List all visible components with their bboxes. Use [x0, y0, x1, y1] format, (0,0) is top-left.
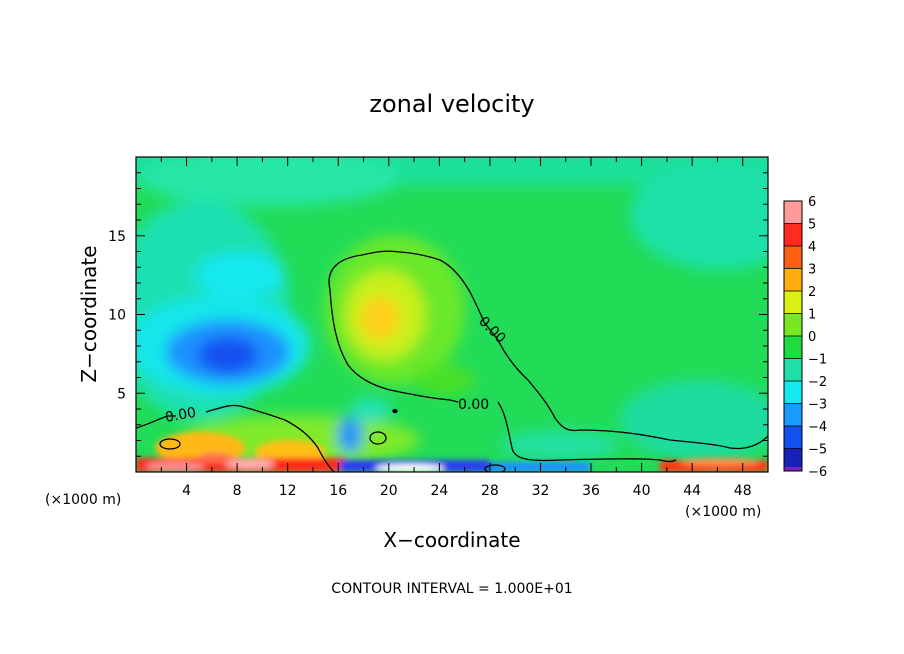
x-tick-label: 24: [430, 483, 448, 499]
x-unit-right: (×1000 m): [685, 504, 761, 520]
y-tick-label: 10: [108, 308, 126, 324]
x-tick-label: 20: [380, 483, 398, 499]
zero-contour-closed-2: [369, 431, 387, 445]
colorbar-label: −5: [808, 443, 827, 458]
colorbar-label: −6: [808, 465, 827, 480]
x-tick-label: 44: [683, 483, 701, 499]
x-tick-label: 16: [329, 483, 347, 499]
x-tick-label: 28: [481, 483, 499, 499]
colorbar-label: 5: [808, 218, 816, 233]
colorbar-label: −4: [808, 420, 827, 435]
velocity-field: [136, 157, 768, 465]
y-axis: 5 10 15: [108, 172, 768, 457]
colorbar-segment: [784, 336, 802, 359]
x-axis: 4 8 12 16 20 24 28 32 36 40 44 48: [160, 157, 752, 499]
x-tick-label: 8: [233, 483, 242, 499]
colorbar: 6 5 4 3 2 1 0 −1 −2 −3 −4 −5 −6: [783, 195, 827, 480]
colorbar-segment: [784, 268, 802, 291]
colorbar-label: 0: [808, 330, 816, 345]
zero-contour-surface: [136, 404, 335, 472]
contour-label-surface: 0.00: [164, 405, 197, 426]
x-tick-label: 40: [633, 483, 651, 499]
colorbar-label: 2: [808, 285, 816, 300]
colorbar-label: 3: [808, 263, 816, 278]
plot-area: [136, 157, 768, 472]
zero-contours: [136, 250, 768, 472]
colorbar-label: 1: [808, 308, 816, 323]
chart-title: zonal velocity: [369, 90, 534, 118]
colorbar-segment: [784, 381, 802, 404]
colorbar-segment: [784, 358, 802, 381]
zero-contour-closed-1: [159, 438, 181, 450]
colorbar-segment: [784, 291, 802, 314]
colorbar-segment: [784, 467, 802, 471]
contour-interval-footer: CONTOUR INTERVAL = 1.000E+01: [331, 581, 572, 597]
zero-contour-closed-4: [392, 408, 398, 414]
colorbar-segment: [784, 223, 802, 246]
y-axis-label: Z−coordinate: [77, 245, 101, 382]
colorbar-label: 4: [808, 240, 816, 255]
y-tick-label: 5: [117, 386, 126, 402]
colorbar-label: −1: [808, 353, 827, 368]
x-tick-label: 48: [734, 483, 752, 499]
x-tick-label: 4: [182, 483, 191, 499]
zero-contour-closed-3: [484, 464, 506, 472]
colorbar-label: −3: [808, 398, 827, 413]
x-unit-left: (×1000 m): [45, 492, 121, 508]
surface-layer: [136, 432, 768, 472]
zero-contour-lower: [329, 289, 677, 463]
colorbar-label: −2: [808, 375, 827, 390]
zero-contour-main: [328, 250, 768, 450]
colorbar-segment: [784, 448, 802, 471]
contour-label-middle: 0.00: [458, 397, 489, 413]
colorbar-segment: [784, 426, 802, 449]
y-tick-label: 15: [108, 229, 126, 245]
colorbar-segment: [784, 313, 802, 336]
colorbar-segment: [784, 201, 802, 224]
colorbar-segment: [784, 403, 802, 426]
x-tick-label: 12: [279, 483, 297, 499]
x-tick-label: 32: [532, 483, 550, 499]
colorbar-segment: [784, 246, 802, 269]
x-tick-label: 36: [582, 483, 600, 499]
colorbar-label: 6: [808, 195, 816, 210]
x-axis-label: X−coordinate: [383, 528, 520, 552]
